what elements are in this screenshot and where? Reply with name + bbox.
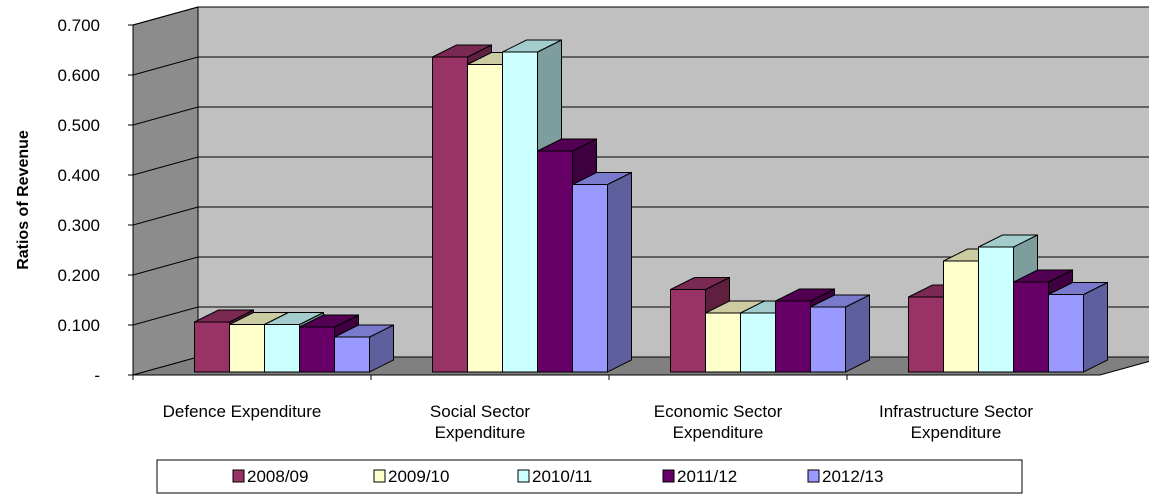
bar-front — [537, 150, 573, 373]
y-axis-label: Ratios of Revenue — [15, 130, 32, 270]
bar-front — [194, 321, 230, 373]
y-tick-label: 0.400 — [57, 166, 100, 185]
x-tick-label: Infrastructure Sector — [879, 402, 1033, 421]
bar-front — [978, 246, 1014, 373]
gridline — [132, 156, 1149, 176]
bar-side — [845, 294, 870, 373]
legend-label: 2010/11 — [532, 467, 592, 486]
x-tick-label: Expenditure — [911, 423, 1002, 442]
bar-front — [299, 326, 335, 373]
bar-front — [1048, 294, 1084, 373]
bar-front — [229, 324, 265, 373]
bar-front — [775, 300, 811, 373]
legend-swatch — [373, 469, 386, 483]
x-tick-label: Expenditure — [435, 423, 526, 442]
gridline — [132, 6, 1149, 26]
legend-label: 2012/13 — [822, 467, 883, 486]
bar-front — [432, 56, 468, 373]
y-tick-label: 0.100 — [57, 316, 100, 335]
bar-front — [1013, 281, 1049, 373]
bar — [572, 171, 632, 373]
gridline — [132, 106, 1149, 126]
bar-front — [264, 324, 300, 373]
legend: 2008/09 2009/10 2010/11 2011/12 2012/13 — [156, 459, 1023, 494]
bar-side — [607, 171, 632, 373]
bar-front — [908, 296, 944, 373]
bar-front — [572, 184, 608, 373]
legend-label: 2008/09 — [247, 467, 308, 486]
y-tick-label: 0.700 — [57, 16, 100, 35]
bar-front — [740, 312, 776, 373]
x-tick-label: Social Sector — [430, 402, 530, 421]
gridline — [132, 256, 1149, 276]
legend-swatch — [662, 469, 675, 483]
y-tick-label: - — [94, 366, 100, 385]
legend-swatch — [517, 469, 530, 483]
legend-label: 2009/10 — [388, 467, 449, 486]
x-tick-label: Economic Sector — [654, 402, 783, 421]
bar-side — [1083, 281, 1108, 373]
bar-front — [943, 260, 979, 373]
x-tick-label: Expenditure — [673, 423, 764, 442]
bar-front — [705, 312, 741, 373]
legend-swatch — [232, 469, 245, 483]
y-tick-label: 0.600 — [57, 66, 100, 85]
bar — [1048, 281, 1108, 373]
bar — [810, 294, 870, 373]
side-wall — [132, 6, 199, 376]
gridline — [132, 56, 1149, 76]
bar-front — [670, 289, 706, 373]
bar-front — [502, 51, 538, 373]
bar-front — [467, 64, 503, 373]
axes: - 0.100 0.200 0.300 0.400 0.500 0.600 0.700 Defe… — [57, 16, 1100, 442]
y-tick-label: 0.300 — [57, 216, 100, 235]
legend-box — [156, 459, 1023, 494]
y-tick-label: 0.200 — [57, 266, 100, 285]
gridline — [132, 206, 1149, 226]
bar-front — [810, 306, 846, 373]
bar-front — [334, 336, 370, 373]
legend-swatch — [807, 469, 820, 483]
x-tick-label: Defence Expenditure — [163, 402, 322, 421]
bar — [334, 324, 394, 373]
legend-label: 2011/12 — [677, 467, 737, 486]
bars — [194, 39, 1108, 373]
y-tick-label: 0.500 — [57, 116, 100, 135]
